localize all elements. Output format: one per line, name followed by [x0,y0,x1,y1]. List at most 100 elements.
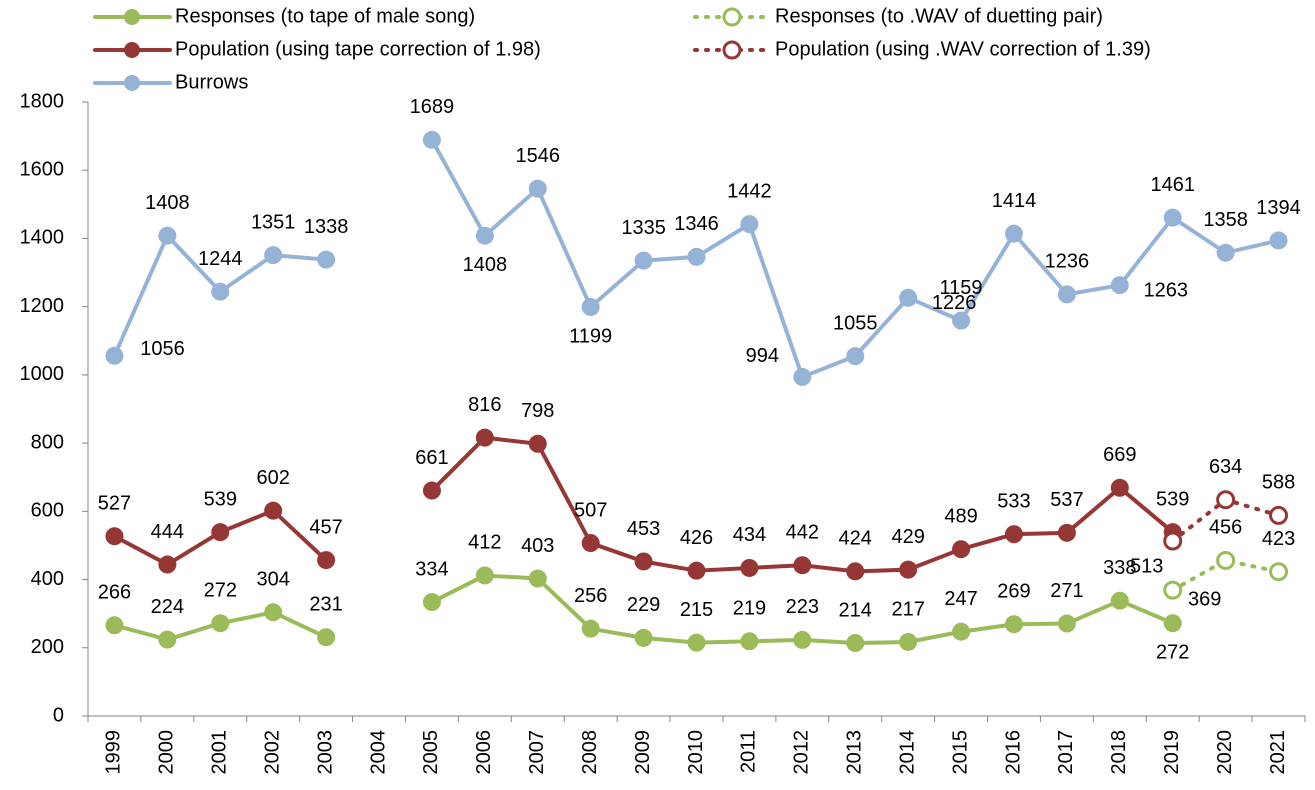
data-label: 456 [1209,517,1242,539]
y-tick-label: 1000 [20,363,65,385]
marker [264,246,283,265]
marker [793,556,812,575]
data-label: 1263 [1144,279,1189,301]
data-label: 513 [1130,555,1163,577]
marker [1269,231,1288,250]
data-label: 434 [733,524,766,546]
data-label: 489 [944,505,977,527]
data-label: 1546 [516,145,561,167]
data-label: 457 [309,516,342,538]
x-tick-label: 2009 [632,730,654,775]
x-tick-label: 2013 [844,730,866,775]
legend-label: Responses (to tape of male song) [175,5,475,27]
marker [528,569,547,588]
legend-label: Population (using .WAV correction of 1.3… [775,38,1151,60]
data-label: 1414 [992,190,1037,212]
data-label: 533 [997,490,1030,512]
y-tick-label: 200 [31,636,64,658]
legend-marker [124,9,140,25]
y-tick-label: 800 [31,431,64,453]
data-label: 634 [1209,456,1242,478]
data-label: 661 [415,447,448,469]
data-label: 994 [746,345,779,367]
marker [264,501,283,520]
marker [740,215,759,234]
marker [687,561,706,580]
marker [1057,285,1076,304]
marker [581,298,600,317]
marker [793,367,812,386]
y-tick-label: 1600 [20,159,65,181]
data-label: 272 [204,579,237,601]
data-label: 423 [1262,528,1295,550]
marker [317,628,336,647]
data-label: 219 [733,598,766,620]
marker [740,632,759,651]
marker [1216,550,1236,570]
marker [899,288,918,307]
marker [846,562,865,581]
data-label: 369 [1188,588,1221,610]
marker [952,311,971,330]
series-line [1170,558,1281,593]
marker [581,619,600,638]
marker [475,428,494,447]
marker [422,481,441,500]
x-tick-label: 2005 [420,730,442,775]
x-tick-label: 2012 [791,730,813,775]
marker [528,434,547,453]
marker [105,346,124,365]
y-tick-label: 1800 [20,90,65,112]
x-tick-label: 2019 [1161,730,1183,775]
x-tick-label: 2015 [949,730,971,775]
y-tick-label: 1200 [20,295,65,317]
x-tick-label: 2000 [156,730,178,775]
marker [105,527,124,546]
data-label: 215 [680,599,713,621]
marker [1269,562,1289,582]
marker [899,560,918,579]
data-label: 214 [839,599,872,621]
data-label: 429 [891,526,924,548]
data-label: 602 [257,467,290,489]
data-label: 231 [309,593,342,615]
data-label: 442 [786,522,819,544]
marker [211,523,230,542]
marker [1216,243,1235,262]
data-label: 798 [521,400,554,422]
marker [158,555,177,574]
marker [105,616,124,635]
data-label: 1335 [621,217,666,239]
marker [475,226,494,245]
legend-label: Population (using tape correction of 1.9… [175,38,541,60]
marker [793,630,812,649]
marker [581,534,600,553]
data-label: 1351 [251,211,296,233]
marker [211,614,230,633]
data-label: 1689 [410,96,455,118]
data-label: 1394 [1256,197,1301,219]
data-label: 1346 [674,213,719,235]
marker [475,566,494,585]
marker [687,247,706,266]
marker [1057,614,1076,633]
data-label: 412 [468,532,501,554]
x-tick-label: 2002 [261,730,283,775]
data-label: 338 [1103,557,1136,579]
x-tick-label: 2008 [579,730,601,775]
marker [1110,276,1129,295]
marker [1004,615,1023,634]
marker [158,630,177,649]
data-label: 1199 [569,325,612,347]
data-label: 669 [1103,444,1136,466]
marker [1163,208,1182,227]
marker [1163,531,1183,551]
marker [528,179,547,198]
legend-marker [722,40,742,60]
marker [1216,490,1236,510]
marker [317,551,336,570]
y-tick-label: 0 [53,704,64,726]
x-tick-label: 2010 [685,730,707,775]
